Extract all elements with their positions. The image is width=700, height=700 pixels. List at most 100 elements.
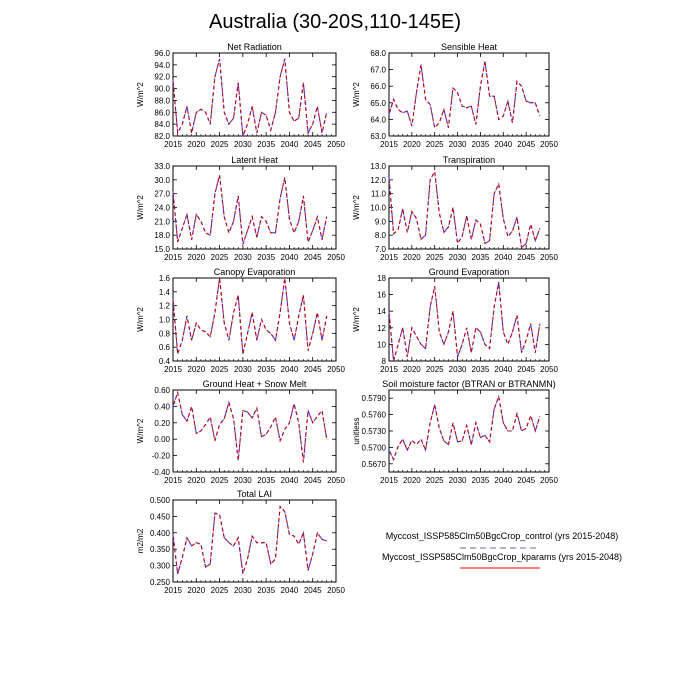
- panel-frame: [388, 277, 550, 362]
- x-tick-label: 2015: [380, 365, 398, 374]
- panel-5: Canopy Evaporation W/m^2 2015 2020 2025 2030 2…: [136, 267, 345, 374]
- x-tick-label: 2025: [211, 586, 229, 595]
- series-line-kparams: [172, 390, 328, 463]
- x-tick-label: 2030: [234, 253, 252, 262]
- y-tick-label: 0.300: [150, 562, 171, 571]
- x-tick-label: 2020: [187, 253, 205, 262]
- x-tick-label: 2050: [327, 476, 345, 485]
- y-tick-label: 64.0: [370, 115, 386, 124]
- y-tick-label: -0.40: [152, 468, 171, 477]
- x-tick-label: 2040: [281, 365, 299, 374]
- series-line-control: [388, 169, 541, 249]
- series-line-kparams: [172, 58, 328, 137]
- y-tick-label: 94.0: [154, 61, 170, 70]
- x-tick-label: 2040: [281, 140, 299, 149]
- y-tick-label: 10.0: [370, 204, 386, 213]
- x-tick-label: 2035: [472, 253, 490, 262]
- y-axis-label: W/m^2: [352, 82, 361, 107]
- legend-label-control: Myccost_ISSP585Clm50BgcCrop_control (yrs…: [386, 531, 619, 541]
- y-tick-label: 12.0: [370, 176, 386, 185]
- y-tick-label: 8: [382, 357, 387, 366]
- x-tick-label: 2020: [403, 253, 421, 262]
- panel-frame: [172, 389, 337, 473]
- series-line-kparams: [388, 169, 541, 249]
- x-tick-label: 2045: [517, 253, 535, 262]
- x-tick-label: 2025: [426, 253, 444, 262]
- y-tick-label: 65.0: [370, 99, 386, 108]
- legend: Myccost_ISSP585Clm50BgcCrop_control (yrs…: [382, 531, 622, 569]
- x-tick-label: 2050: [327, 140, 345, 149]
- y-tick-label: 13.0: [370, 162, 386, 171]
- y-tick-label: 63.0: [370, 132, 386, 141]
- panel-title: Transpiration: [443, 155, 495, 165]
- x-tick-label: 2015: [380, 140, 398, 149]
- x-tick-label: 2050: [327, 253, 345, 262]
- x-tick-label: 2035: [257, 365, 275, 374]
- x-tick-label: 2030: [449, 253, 467, 262]
- y-tick-label: 0.5670: [362, 460, 387, 469]
- x-tick-label: 2030: [449, 476, 467, 485]
- y-tick-label: 0.20: [154, 419, 170, 428]
- series-line-kparams: [172, 175, 328, 245]
- y-tick-label: 1.0: [159, 316, 171, 325]
- x-tick-label: 2025: [426, 476, 444, 485]
- y-tick-label: 0.5790: [362, 394, 387, 403]
- series-line-kparams: [388, 61, 541, 129]
- series-line-control: [172, 277, 328, 355]
- series-line-control: [172, 58, 328, 137]
- panel-frame: [388, 52, 550, 137]
- x-tick-label: 2045: [304, 365, 322, 374]
- x-tick-label: 2020: [403, 140, 421, 149]
- y-tick-label: 0.5760: [362, 411, 387, 420]
- panel-title: Ground Evaporation: [429, 267, 510, 277]
- x-tick-label: 2040: [494, 140, 512, 149]
- panel-title: Latent Heat: [231, 155, 278, 165]
- series-line-control: [172, 390, 328, 463]
- series-line-kparams: [388, 394, 541, 461]
- y-tick-label: 27.0: [154, 190, 170, 199]
- x-tick-label: 2025: [211, 253, 229, 262]
- series-line-kparams: [388, 282, 541, 362]
- panel-7: Ground Heat + Snow Melt W/m^2 2015 2020 2025…: [136, 379, 345, 485]
- y-tick-label: 86.0: [154, 108, 170, 117]
- panel-9: Total LAI m2/m2 2015 2020 2025 2030 2035 2040 20…: [136, 489, 345, 595]
- y-tick-label: 8.0: [375, 231, 387, 240]
- x-tick-label: 2035: [472, 140, 490, 149]
- y-tick-label: 12: [377, 324, 386, 333]
- x-tick-label: 2015: [380, 476, 398, 485]
- y-tick-label: 0.250: [150, 578, 171, 587]
- y-tick-label: 0.60: [154, 386, 170, 395]
- x-tick-label: 2040: [494, 365, 512, 374]
- series-line-control: [388, 394, 541, 461]
- y-axis-label: W/m^2: [136, 418, 145, 443]
- y-tick-label: 0.4: [159, 357, 171, 366]
- x-tick-label: 2035: [257, 476, 275, 485]
- y-tick-label: -0.20: [152, 452, 171, 461]
- y-tick-label: 1.4: [159, 288, 171, 297]
- y-axis-label: m2/m2: [136, 528, 145, 553]
- series-line-kparams: [172, 277, 328, 355]
- x-tick-label: 2035: [257, 253, 275, 262]
- y-tick-label: 92.0: [154, 73, 170, 82]
- y-tick-label: 18.0: [154, 231, 170, 240]
- x-tick-label: 2015: [164, 476, 182, 485]
- y-tick-label: 0.00: [154, 435, 170, 444]
- x-tick-label: 2050: [540, 476, 558, 485]
- y-tick-label: 9.0: [375, 217, 387, 226]
- x-tick-label: 2025: [426, 365, 444, 374]
- y-tick-label: 1.6: [159, 274, 171, 283]
- y-tick-label: 0.400: [150, 529, 171, 538]
- y-tick-label: 15.0: [154, 245, 170, 254]
- panel-title: Ground Heat + Snow Melt: [203, 379, 307, 389]
- y-axis-label: W/m^2: [352, 195, 361, 220]
- x-tick-label: 2030: [449, 140, 467, 149]
- x-tick-label: 2030: [234, 365, 252, 374]
- y-tick-label: 21.0: [154, 217, 170, 226]
- series-line-control: [388, 282, 541, 362]
- x-tick-label: 2040: [281, 586, 299, 595]
- x-tick-label: 2025: [211, 140, 229, 149]
- x-tick-label: 2040: [494, 476, 512, 485]
- panel-title: Net Radiation: [227, 42, 282, 52]
- y-tick-label: 16: [377, 291, 386, 300]
